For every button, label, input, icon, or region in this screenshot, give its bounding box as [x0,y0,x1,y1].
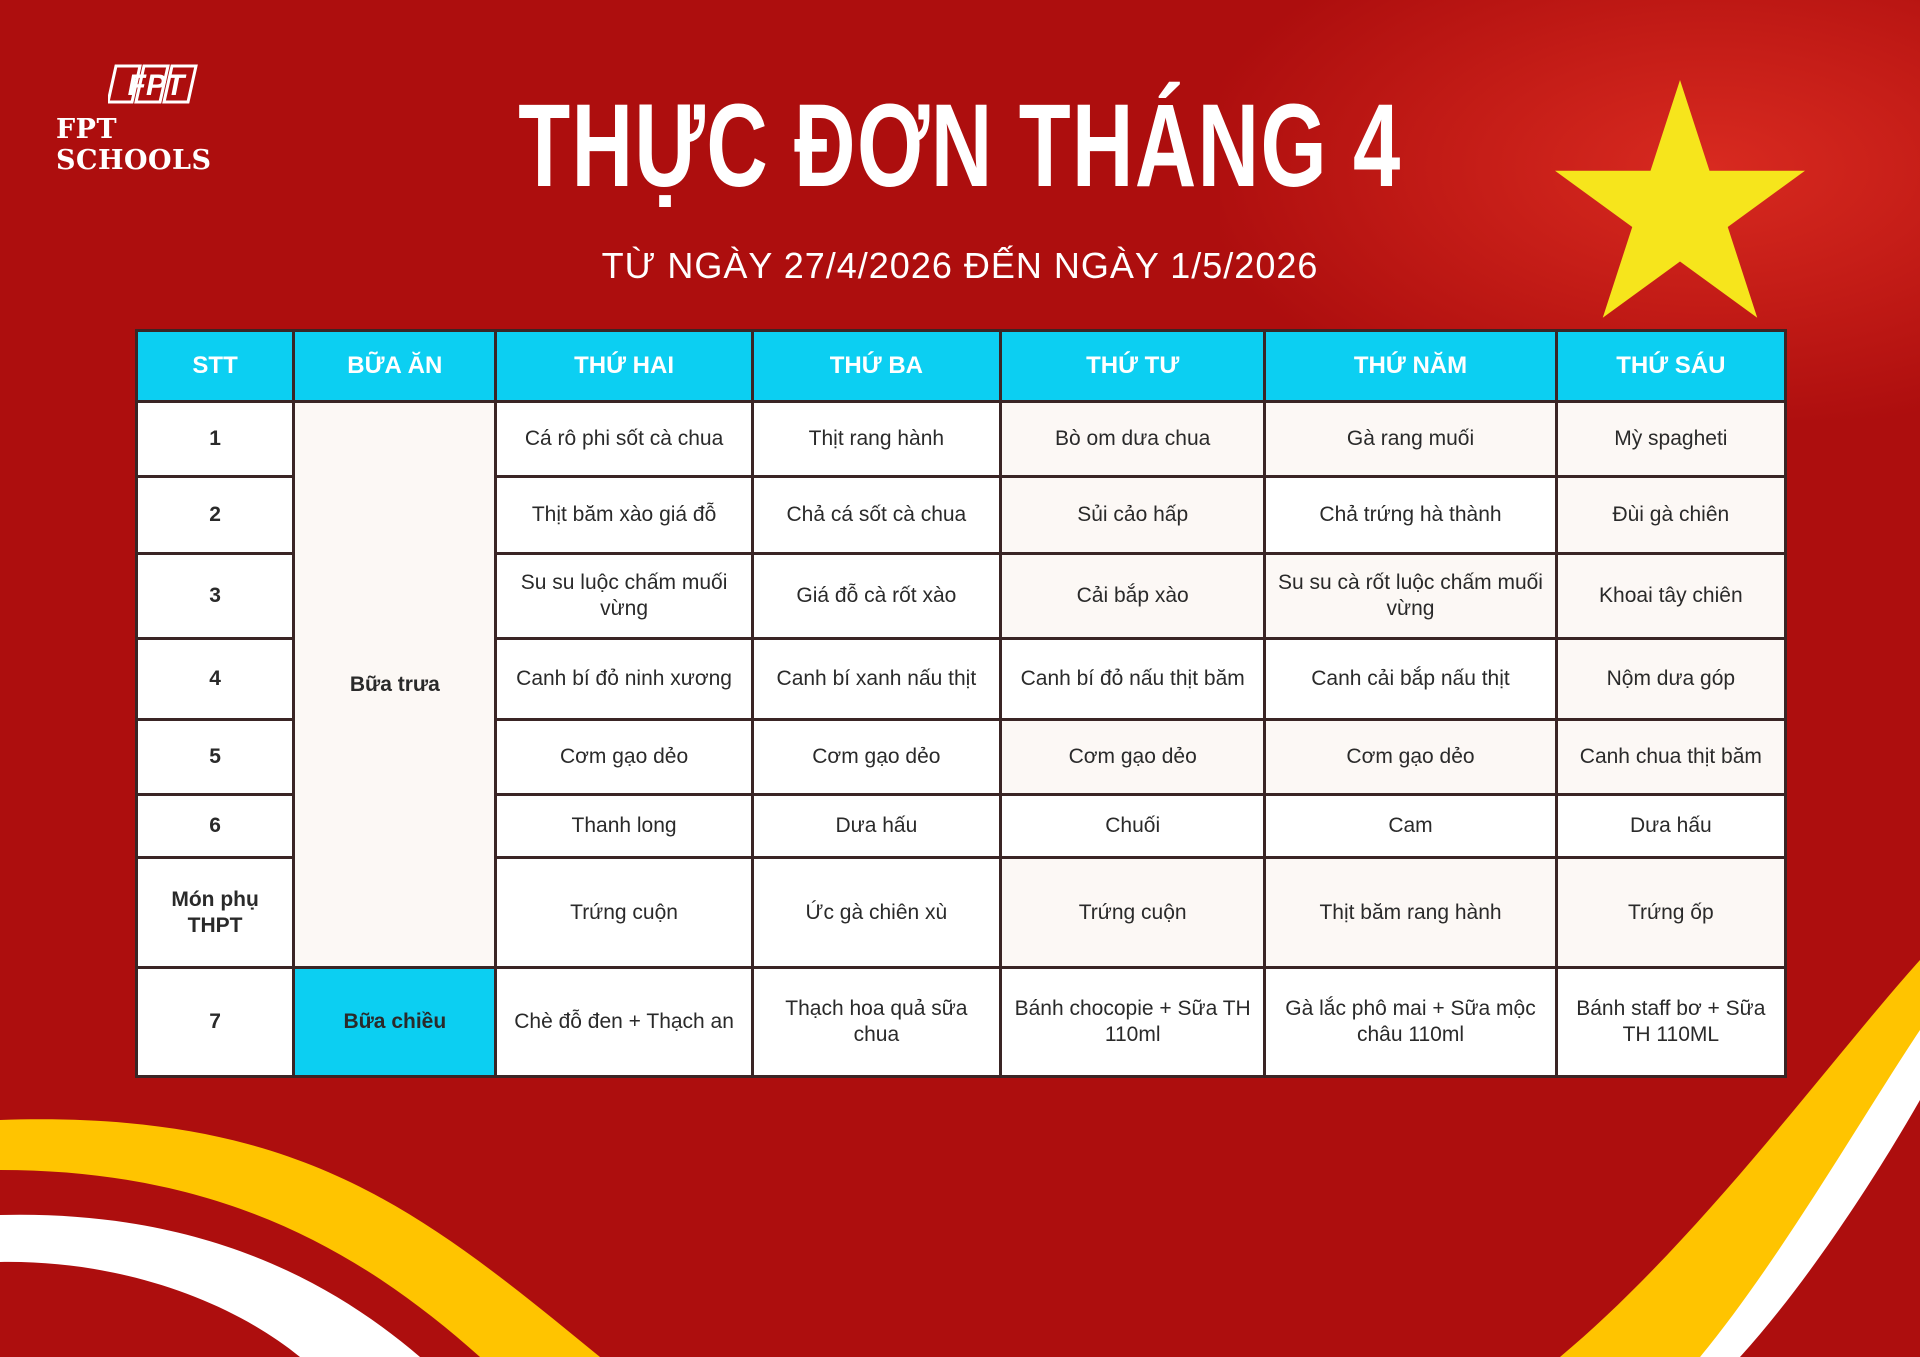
table-row: 2 Thịt băm xào giá đỗ Chả cá sốt cà chua Sủ… [138,478,1784,552]
dish-cell: Bánh chocopie + Sữa TH 110ml [1002,969,1264,1075]
dish-cell: Canh bí đỏ nấu thịt băm [1002,640,1264,718]
stt-cell: 4 [138,640,293,718]
fpt-schools-logo: FPT FPT SCHOOLS [56,62,261,176]
column-header: BỮA ĂN [295,332,495,400]
table-row: Món phụ THPT Trứng cuộn Ức gà chiên xù Trứn… [138,859,1784,966]
stt-cell: Món phụ THPT [138,859,293,966]
star-icon [1555,80,1805,318]
table-row: 3 Su su luộc chấm muối vừng Giá đỗ cà rốt … [138,555,1784,637]
dish-cell: Chuối [1002,796,1264,856]
dish-cell: Thịt băm rang hành [1266,859,1555,966]
dish-cell: Su su cà rốt luộc chấm muối vừng [1266,555,1555,637]
column-header: THỨ BA [753,332,1000,400]
dish-cell: Thịt rang hành [753,403,1000,475]
column-header: THỨ TƯ [1002,332,1264,400]
table-row: 4 Canh bí đỏ ninh xương Canh bí xanh nấu t… [138,640,1784,718]
fpt-logo-mark: FPT [108,64,198,104]
dish-cell: Chả cá sốt cà chua [753,478,1000,552]
table-row: 1 Bữa trưa Cá rô phi sốt cà chua Thịt rang … [138,403,1784,966]
dish-cell: Chè đỗ đen + Thạch an [497,969,751,1075]
dish-cell: Nộm dưa góp [1557,640,1784,718]
table-row-afternoon: 7 Bữa chiều Chè đỗ đen + Thạch an Thạch hoa… [138,969,1784,1075]
dish-cell: Cơm gạo dẻo [497,721,751,793]
dish-cell: Cam [1266,796,1555,856]
dish-cell: Cải bắp xào [1002,555,1264,637]
stt-cell: 5 [138,721,293,793]
dish-cell: Su su luộc chấm muối vừng [497,555,751,637]
stt-cell: 3 [138,555,293,637]
dish-cell: Dưa hấu [1557,796,1784,856]
dish-cell: Canh cải bắp nấu thịt [1266,640,1555,718]
stt-cell: 6 [138,796,293,856]
column-header: THỨ NĂM [1266,332,1555,400]
column-header: THỨ SÁU [1557,332,1784,400]
meal-label-lunch: Bữa trưa [295,403,495,966]
dish-cell: Thạch hoa quả sữa chua [753,969,1000,1075]
dish-cell: Trứng cuộn [497,859,751,966]
dish-cell: Cơm gạo dẻo [1002,721,1264,793]
dish-cell: Chả trứng hà thành [1266,478,1555,552]
dish-cell: Canh bí xanh nấu thịt [753,640,1000,718]
menu-table: STT BỮA ĂN THỨ HAI THỨ BA THỨ TƯ THỨ NĂM THỨ S… [135,329,1787,1078]
dish-cell: Gà rang muối [1266,403,1555,475]
table-header-row: STT BỮA ĂN THỨ HAI THỨ BA THỨ TƯ THỨ NĂM THỨ S… [138,332,1784,400]
stt-cell: 7 [138,969,293,1075]
page-title: THỰC ĐƠN THÁNG 4 [518,80,1402,212]
stt-cell: 2 [138,478,293,552]
dish-cell: Đùi gà chiên [1557,478,1784,552]
dish-cell: Ức gà chiên xù [753,859,1000,966]
dish-cell: Canh bí đỏ ninh xương [497,640,751,718]
dish-cell: Sủi cảo hấp [1002,478,1264,552]
dish-cell: Canh chua thịt băm [1557,721,1784,793]
dish-cell: Thanh long [497,796,751,856]
svg-text:FPT: FPT [128,69,187,102]
dish-cell: Giá đỗ cà rốt xào [753,555,1000,637]
dish-cell: Bò om dưa chua [1002,403,1264,475]
dish-cell: Mỳ spagheti [1557,403,1784,475]
table-row: 6 Thanh long Dưa hấu Chuối Cam Dưa hấu [138,796,1784,856]
dish-cell: Bánh staff bơ + Sữa TH 110ML [1557,969,1784,1075]
dish-cell: Khoai tây chiên [1557,555,1784,637]
logo-text: FPT SCHOOLS [56,114,212,176]
dish-cell: Cơm gạo dẻo [753,721,1000,793]
dish-cell: Trứng ốp [1557,859,1784,966]
dish-cell: Dưa hấu [753,796,1000,856]
dish-cell: Thịt băm xào giá đỗ [497,478,751,552]
stt-cell: 1 [138,403,293,475]
dish-cell: Cơm gạo dẻo [1266,721,1555,793]
column-header: THỨ HAI [497,332,751,400]
table-row: 5 Cơm gạo dẻo Cơm gạo dẻo Cơm gạo dẻo Cơm gạ… [138,721,1784,793]
dish-cell: Gà lắc phô mai + Sữa mộc châu 110ml [1266,969,1555,1075]
meal-label-afternoon: Bữa chiều [295,969,495,1075]
column-header: STT [138,332,293,400]
dish-cell: Trứng cuộn [1002,859,1264,966]
dish-cell: Cá rô phi sốt cà chua [497,403,751,475]
page-subtitle: TỪ NGÀY 27/4/2026 ĐẾN NGÀY 1/5/2026 [601,245,1319,286]
